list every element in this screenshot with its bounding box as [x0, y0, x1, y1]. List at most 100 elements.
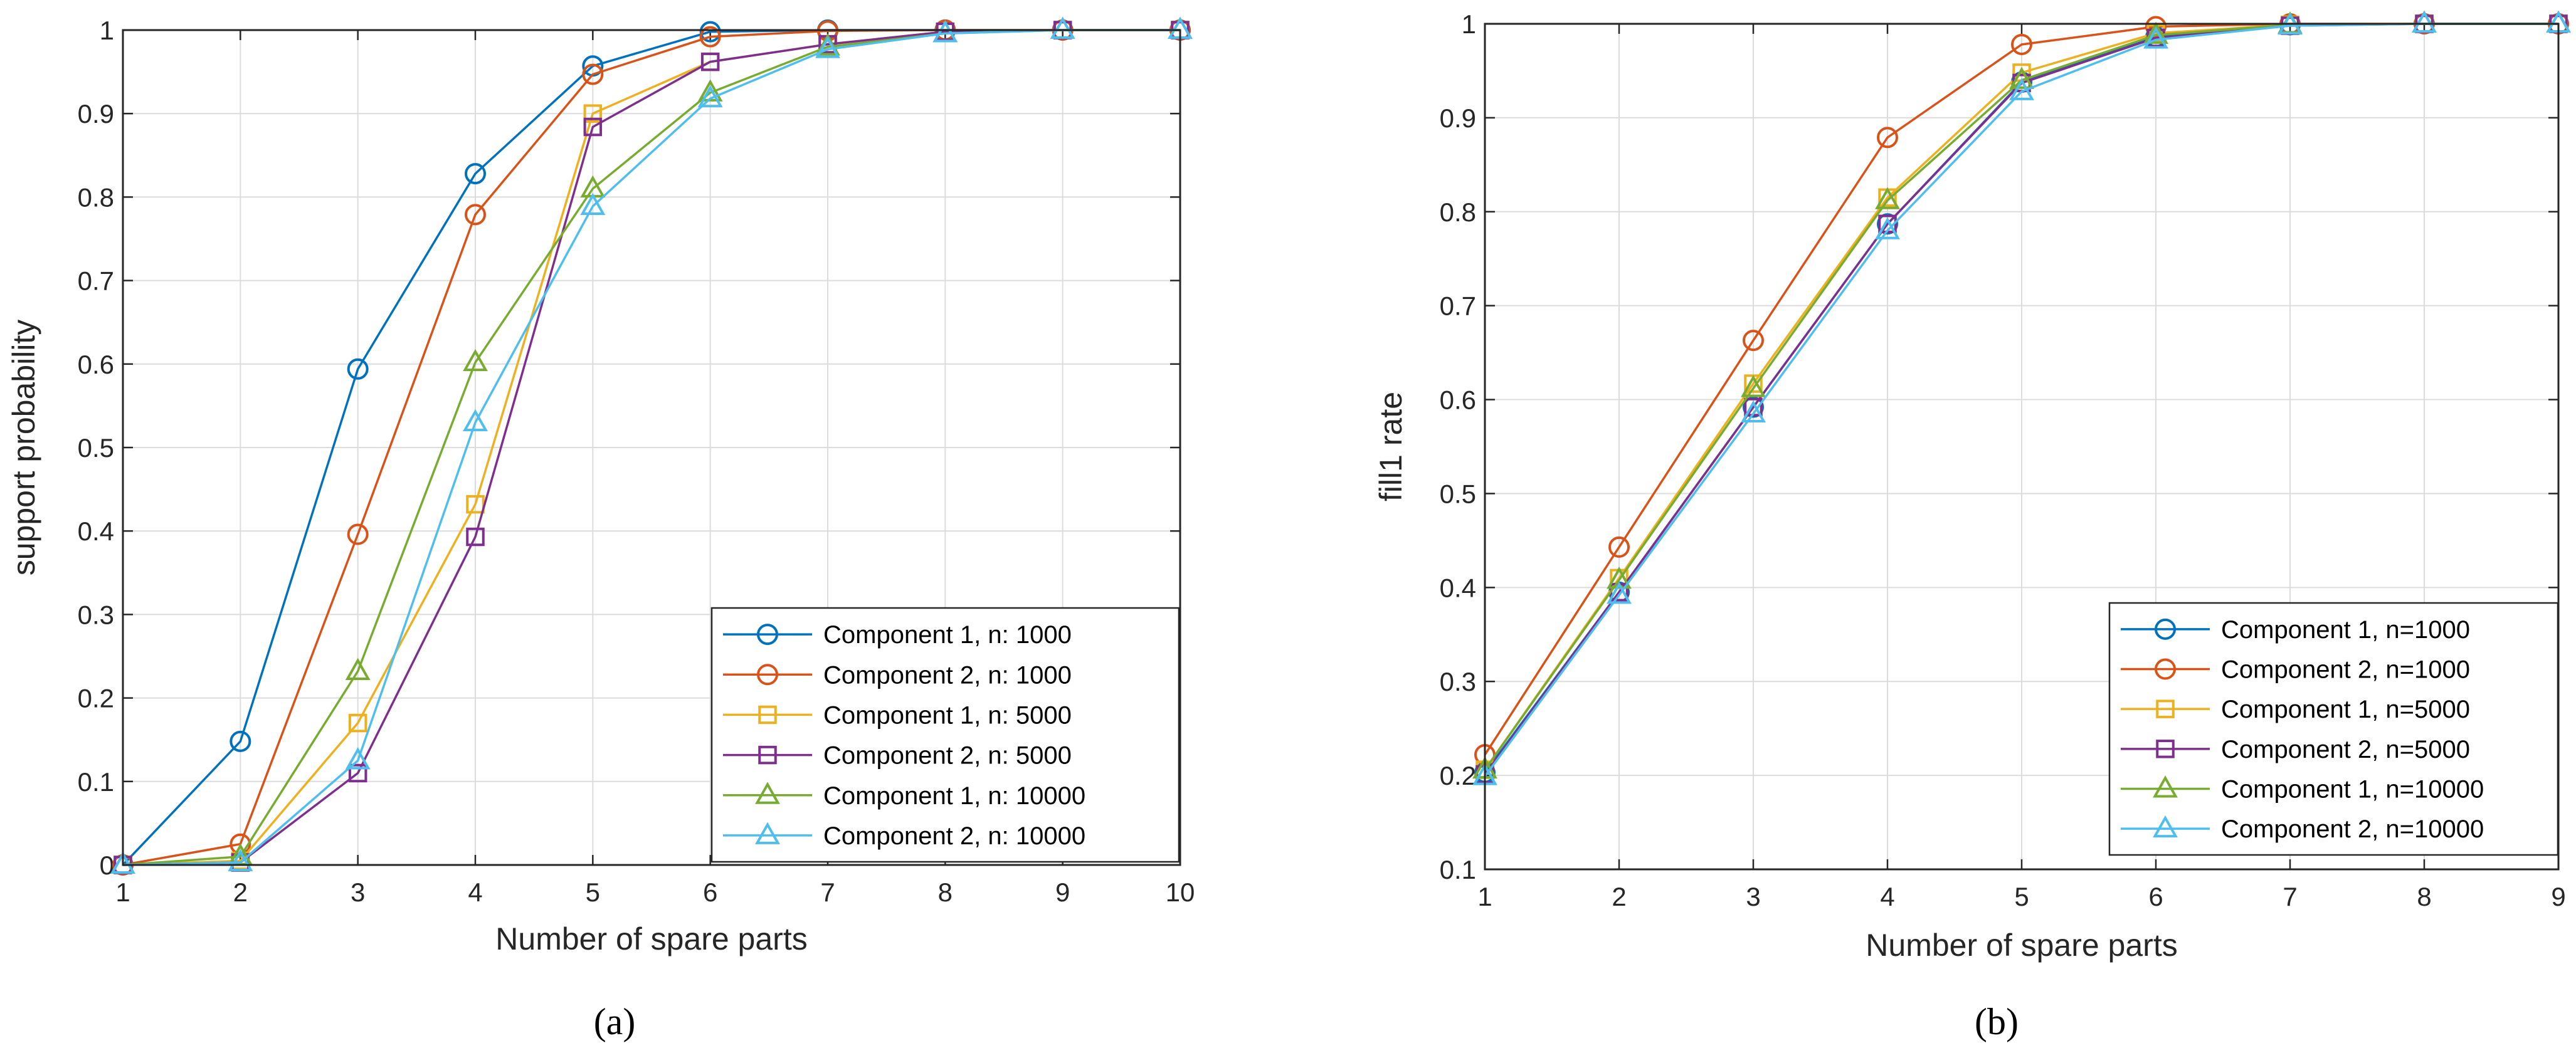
panel-caption: (a)	[594, 1001, 636, 1042]
x-tick-label: 1	[1477, 882, 1492, 911]
legend-label: Component 1, n=10000	[2221, 776, 2484, 804]
panel-b-fill-rate-chart: 1 2 3 4 5 6 7 8 9 0.1 0.2 0.3 0.4 0.5 0.6 0.7 0.8 0.9 1 Num…	[1373, 9, 2571, 1042]
panel-a-support-probability-chart: 1 2 3 4 5 6 7 8 9 10 0 0.1 0.2 0.3 0.4 0.5 0.6 0.7 0.8 0.9 1…	[6, 16, 1195, 1042]
data-point	[1743, 396, 1764, 418]
data-point	[345, 657, 371, 680]
x-axis-label: Number of spare parts	[495, 921, 807, 956]
legend-label: Component 2, n=5000	[2221, 736, 2470, 763]
x-tick-label: 7	[2283, 882, 2297, 911]
legend-marker	[755, 782, 780, 804]
data-point	[1741, 375, 1766, 397]
data-point	[348, 713, 367, 733]
y-tick-label: 1	[100, 16, 114, 45]
y-tick-label: 0.6	[78, 350, 114, 379]
data-point	[1877, 127, 1898, 149]
data-point	[465, 204, 486, 226]
x-tick-label: 5	[2014, 882, 2029, 911]
data-point	[1607, 582, 1632, 604]
x-tick-label: 9	[1055, 877, 1070, 907]
y-tick-label: 0.4	[1440, 573, 1476, 602]
x-tick-label: 8	[938, 877, 953, 907]
x-tick-label: 6	[703, 877, 717, 907]
data-point	[228, 849, 253, 872]
legend-marker	[2155, 618, 2176, 640]
legend-box	[2108, 602, 2559, 856]
legend: Component 1, n=1000 Component 2, n=1000 Co…	[2108, 602, 2559, 856]
y-tick-label: 0.7	[78, 266, 114, 296]
data-point	[2143, 26, 2168, 49]
y-tick-label: 0.8	[78, 182, 114, 212]
series-line	[122, 29, 1180, 866]
data-point	[580, 192, 606, 216]
y-tick-label: 0.9	[78, 99, 114, 128]
x-tick-label: 6	[2148, 882, 2163, 911]
legend-label: Component 1, n: 1000	[823, 621, 1072, 649]
data-point	[1743, 330, 1764, 352]
y-tick-label: 0.6	[1440, 385, 1476, 415]
y-tick-label: 0.5	[1440, 479, 1476, 508]
data-point	[1875, 217, 1900, 239]
data-point	[1608, 536, 1630, 558]
axes-box	[1484, 23, 2560, 871]
data-point	[345, 747, 371, 770]
data-point	[347, 358, 369, 380]
data-point	[2412, 10, 2437, 33]
x-tick-label: 8	[2417, 882, 2431, 911]
x-tick-label: 3	[351, 877, 365, 907]
panel-caption: (b)	[1975, 1001, 2019, 1042]
legend-label: Component 2, n: 10000	[823, 822, 1085, 850]
y-tick-label: 0.7	[1440, 291, 1476, 321]
data-point	[700, 52, 720, 71]
legend-marker	[757, 664, 778, 686]
legend-marker	[2156, 699, 2175, 718]
legend-label: Component 1, n=1000	[2221, 616, 2470, 644]
legend-label: Component 1, n: 5000	[823, 701, 1072, 729]
data-point	[230, 730, 251, 752]
data-point	[110, 851, 135, 874]
y-axis-label: support probability	[6, 320, 41, 576]
x-tick-label: 10	[1166, 877, 1195, 907]
legend-label: Component 2, n: 1000	[823, 661, 1072, 689]
data-point	[583, 117, 603, 137]
legend-box	[710, 607, 1180, 863]
legend-marker	[2153, 815, 2178, 838]
x-tick-label: 7	[820, 877, 835, 907]
x-tick-label: 3	[1746, 882, 1760, 911]
data-point	[2011, 33, 2032, 55]
x-tick-label: 2	[1612, 882, 1626, 911]
data-point	[348, 763, 367, 783]
data-point	[583, 104, 603, 123]
data-point	[463, 348, 488, 372]
data-point	[1877, 213, 1898, 235]
legend-marker	[757, 624, 778, 646]
legend-label: Component 1, n=5000	[2221, 696, 2470, 723]
y-tick-label: 1	[1462, 9, 1476, 39]
y-tick-label: 0.9	[1440, 103, 1476, 133]
x-tick-label: 9	[2551, 882, 2565, 911]
x-axis-label: Number of spare parts	[1866, 928, 2177, 963]
data-point	[2009, 66, 2034, 89]
legend-label: Component 1, n: 10000	[823, 782, 1085, 810]
legend-marker	[2156, 740, 2175, 758]
legend-marker	[755, 822, 780, 844]
y-tick-label: 0.3	[78, 600, 114, 629]
series-6	[110, 16, 1193, 874]
data-point	[2009, 78, 2034, 100]
legend-marker	[758, 745, 777, 765]
legend-marker	[2155, 658, 2176, 680]
y-tick-label: 0.3	[1440, 667, 1476, 696]
legend-label: Component 2, n: 5000	[823, 742, 1072, 770]
data-point	[697, 85, 723, 108]
data-point	[466, 527, 485, 547]
data-point	[1875, 187, 1900, 209]
y-tick-label: 0.8	[1440, 197, 1476, 227]
x-tick-label: 5	[586, 877, 600, 907]
y-axis-label: fill1 rate	[1373, 392, 1408, 501]
data-point	[1607, 567, 1632, 589]
y-tick-label: 0.5	[78, 433, 114, 463]
legend-marker	[758, 705, 777, 725]
legend-label: Component 2, n=10000	[2221, 815, 2484, 843]
data-point	[932, 20, 958, 43]
legend-marker	[2153, 775, 2178, 798]
data-point	[466, 495, 485, 514]
